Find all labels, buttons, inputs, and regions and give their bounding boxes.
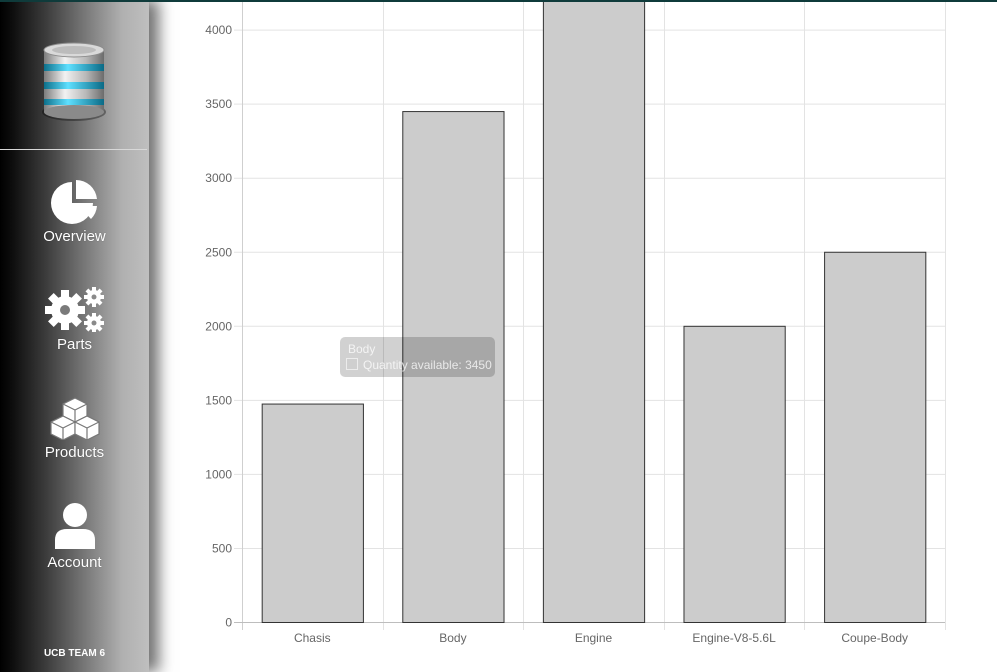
sidebar-item-label: Overview: [43, 228, 106, 245]
x-tick-label: Chasis: [294, 631, 331, 645]
bar-body: [402, 111, 505, 623]
y-tick-label: 500: [212, 541, 232, 555]
gears-icon: [44, 287, 104, 332]
tooltip-value: 3450: [465, 358, 492, 372]
y-tick-label: 2500: [205, 245, 232, 259]
y-tick-label: 1500: [205, 393, 232, 407]
y-tick-label: 3500: [205, 97, 232, 111]
x-tick-label: Coupe-Body: [841, 631, 908, 645]
bar-coupe-body: [824, 251, 927, 623]
y-tick-label: 0: [225, 616, 232, 630]
sidebar-item-label: Account: [47, 554, 102, 571]
chart-tooltip: Body Quantity available: 3450: [340, 337, 495, 377]
y-tick-label: 3000: [205, 171, 232, 185]
x-tick-label: Body: [439, 631, 466, 645]
y-tick-label: 4000: [205, 23, 232, 37]
x-tick-label: Engine: [575, 631, 613, 645]
bar-engine: [542, 0, 646, 623]
sidebar-item-products[interactable]: Products: [0, 396, 149, 461]
database-icon: [42, 42, 106, 121]
sidebar-divider: [0, 149, 147, 150]
sidebar-item-account[interactable]: Account: [0, 502, 149, 571]
logo[interactable]: [0, 0, 149, 149]
team-label: UCB TEAM 6: [43, 648, 106, 659]
tooltip-row: Quantity available: 3450: [346, 358, 492, 372]
cubes-icon: [49, 397, 100, 440]
x-tick-label: Engine-V8-5.6L: [692, 631, 776, 645]
y-tick-label: 1000: [205, 467, 232, 481]
sidebar-item-overview[interactable]: Overview: [0, 178, 149, 245]
pie-chart-icon: [50, 179, 97, 224]
tooltip-title: Body: [348, 342, 376, 356]
user-icon: [54, 503, 95, 549]
sidebar-item-label: Parts: [56, 336, 92, 353]
sidebar-item-parts[interactable]: Parts: [0, 286, 149, 353]
top-border: [0, 0, 997, 2]
sidebar-item-label: Products: [44, 444, 105, 461]
tooltip-label: Quantity available: [363, 358, 459, 372]
y-tick-label: 2000: [205, 319, 232, 333]
tooltip-swatch: [346, 358, 358, 370]
bar-chart: 0 500 1000 1500 2000 2500 3000 3500 4000 Chasis Bo…: [205, 0, 946, 645]
sidebar: Overview: [0, 0, 149, 672]
bar-engine-v8-5-6l: [683, 325, 786, 623]
bar-chasis: [261, 403, 364, 623]
